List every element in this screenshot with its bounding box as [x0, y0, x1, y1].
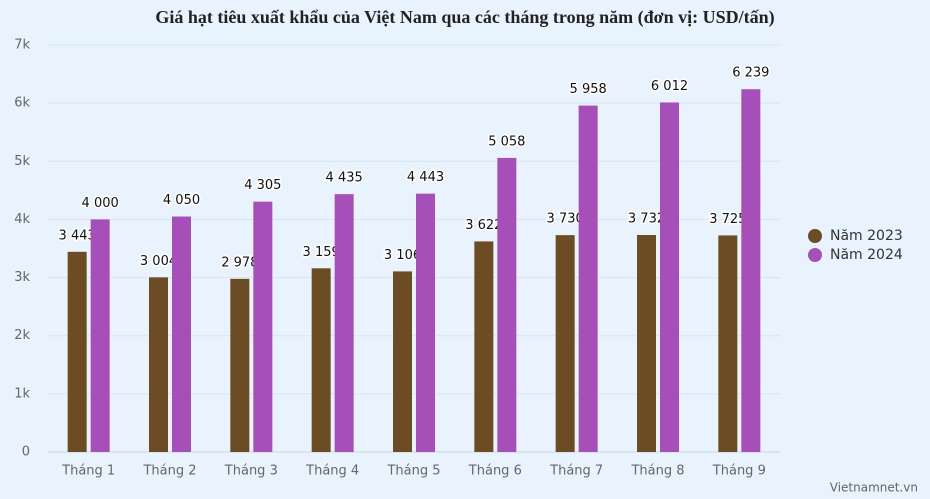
x-tick-label: Tháng 7: [549, 464, 603, 479]
y-tick-label: 7k: [14, 38, 30, 53]
bar: [416, 193, 435, 453]
data-label: 3 725: [709, 212, 746, 227]
bar: [393, 271, 412, 452]
bar: [637, 235, 656, 452]
y-tick-label: 0: [22, 445, 30, 460]
data-label: 6 239: [732, 66, 769, 81]
data-label: 4 443: [407, 170, 444, 185]
bar: [230, 278, 250, 452]
x-tick-label: Tháng 5: [386, 464, 440, 479]
data-label: 3 732: [628, 212, 665, 227]
data-label: 6 012: [651, 79, 688, 94]
data-label: 3 730: [547, 212, 584, 227]
data-label: 4 435: [326, 171, 363, 186]
bar: [497, 157, 517, 452]
data-label: 5 958: [570, 82, 607, 97]
x-tick-label: Tháng 8: [630, 464, 684, 479]
x-tick-label: Tháng 9: [712, 464, 766, 479]
data-label: 4 000: [82, 196, 119, 211]
source: Vietnamnet.vn: [830, 481, 918, 495]
legend-label: Năm 2023: [830, 228, 903, 244]
bar: [555, 235, 575, 452]
x-tick-label: Tháng 4: [305, 464, 359, 479]
data-label: 4 305: [244, 178, 281, 193]
data-label: 3 106: [384, 248, 421, 263]
y-tick-label: 4k: [14, 212, 30, 227]
y-tick-label: 5k: [14, 154, 30, 169]
bar: [660, 102, 679, 453]
y-tick-label: 1k: [14, 386, 30, 401]
bar: [311, 268, 331, 452]
legend-marker: [808, 248, 822, 262]
bar: [67, 251, 87, 452]
bar: [90, 219, 110, 452]
bar: [741, 89, 761, 453]
legend-marker: [808, 229, 822, 243]
y-tick-label: 6k: [14, 96, 30, 111]
data-label: 3 622: [465, 218, 502, 233]
bar: [578, 105, 598, 453]
y-tick-label: 2k: [14, 328, 30, 343]
bar: [149, 277, 168, 452]
legend-label: Năm 2024: [830, 247, 903, 263]
data-label: 3 004: [140, 254, 177, 269]
x-tick-label: Tháng 6: [468, 464, 522, 479]
bar: [253, 201, 273, 452]
x-tick-label: Tháng 2: [142, 464, 196, 479]
bar: [718, 235, 738, 452]
data-label: 5 058: [488, 134, 525, 149]
data-label: 3 159: [303, 245, 340, 260]
y-tick-label: 3k: [14, 270, 30, 285]
data-label: 3 443: [59, 228, 96, 243]
chart-title: Giá hạt tiêu xuất khẩu của Việt Nam qua …: [155, 7, 774, 28]
data-label: 2 978: [221, 255, 258, 270]
bar: [474, 241, 494, 452]
x-tick-label: Tháng 1: [61, 464, 115, 479]
bar: [172, 216, 191, 452]
bar: [334, 194, 354, 453]
x-tick-label: Tháng 3: [224, 464, 278, 479]
data-label: 4 050: [163, 193, 200, 208]
